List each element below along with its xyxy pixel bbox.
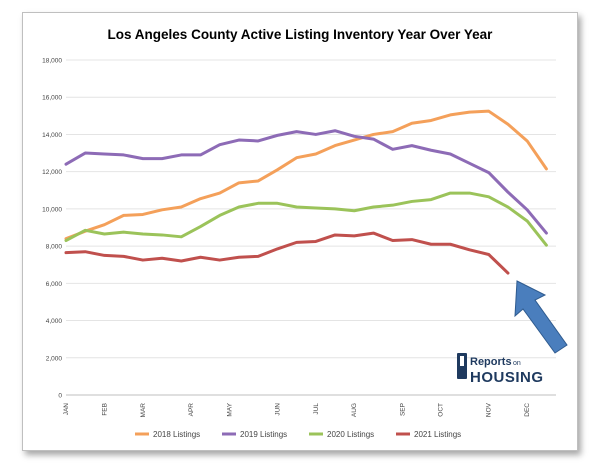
arrow-icon	[514, 280, 568, 354]
y-tick-label: 10,000	[42, 206, 62, 213]
series-lines	[64, 109, 548, 275]
legend: 2018 Listings 2019 Listings 2020 Listings 2…	[135, 430, 461, 439]
svg-text:Reports: Reports	[470, 356, 512, 368]
y-tick-label: 12,000	[42, 169, 62, 176]
x-tick-label: OCT	[438, 403, 445, 417]
chart-frame: Los Angeles County Active Listing Invent…	[22, 12, 578, 451]
legend-label: 2018 Listings	[153, 430, 200, 439]
x-tick-label: JUN	[274, 403, 281, 416]
chart-title: Los Angeles County Active Listing Invent…	[107, 27, 493, 42]
x-tick-label: FEB	[101, 403, 108, 416]
x-tick-label: MAR	[140, 403, 147, 418]
y-tick-label: 4,000	[46, 318, 63, 325]
y-tick-label: 14,000	[42, 132, 62, 139]
series-line-2019	[64, 129, 548, 235]
gridlines	[66, 59, 556, 396]
legend-label: 2019 Listings	[240, 430, 287, 439]
y-tick-label: 8,000	[46, 244, 63, 251]
svg-text:on: on	[513, 360, 521, 367]
arrow-shape	[514, 280, 568, 354]
svg-text:HOUSING: HOUSING	[470, 369, 544, 386]
line-chart: 0 2,000 4,000 6,000 8,000 10,000 12,000 14,000 1…	[42, 58, 568, 439]
x-axis-ticks: JAN FEB MAR APR MAY JUN JUL AUG SEP OCT NOV DEC	[63, 402, 531, 417]
x-tick-label: AUG	[351, 403, 358, 417]
y-tick-label: 6,000	[46, 281, 63, 288]
x-tick-label: SEP	[399, 403, 406, 416]
reports-on-housing-logo: Reports on HOUSING	[457, 353, 544, 386]
series-line-2020	[64, 191, 548, 247]
y-tick-label: 16,000	[42, 95, 62, 102]
legend-label: 2021 Listings	[414, 430, 461, 439]
y-axis-ticks: 0 2,000 4,000 6,000 8,000 10,000 12,000 14,000 1…	[42, 58, 62, 400]
y-tick-label: 0	[58, 393, 62, 400]
series-line-2018	[64, 109, 548, 241]
legend-label: 2020 Listings	[327, 430, 374, 439]
series-line-2021	[64, 231, 510, 275]
x-tick-label: JUL	[313, 403, 320, 415]
x-tick-label: DEC	[524, 403, 531, 417]
x-tick-label: JAN	[63, 403, 70, 416]
x-tick-label: APR	[188, 403, 195, 417]
x-tick-label: MAY	[226, 402, 233, 416]
y-tick-label: 18,000	[42, 58, 62, 65]
y-tick-label: 2,000	[46, 355, 63, 362]
x-tick-label: NOV	[486, 402, 493, 417]
